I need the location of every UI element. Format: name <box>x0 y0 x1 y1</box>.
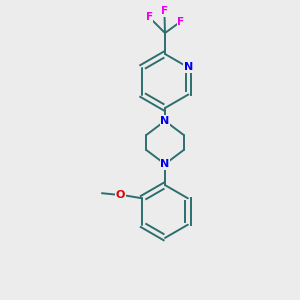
Text: N: N <box>160 116 169 126</box>
Text: N: N <box>160 159 169 169</box>
Text: O: O <box>116 190 125 200</box>
Text: N: N <box>184 62 193 73</box>
Text: F: F <box>146 12 153 22</box>
Text: F: F <box>161 6 168 16</box>
Text: F: F <box>177 16 184 27</box>
